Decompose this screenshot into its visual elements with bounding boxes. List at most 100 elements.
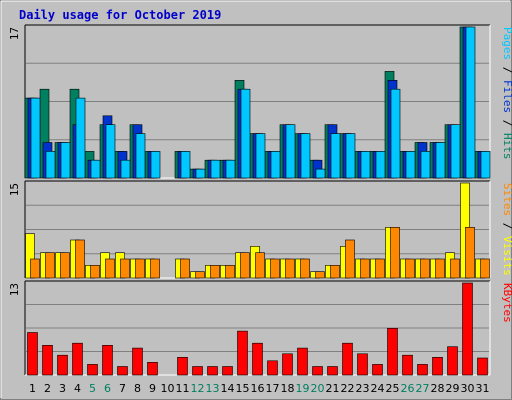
- day-label: 5: [89, 382, 96, 395]
- chart-panels: 17 Pages / Files / Hits 15 Sites / Visits 13…: [8, 24, 512, 376]
- day-label: 8: [134, 382, 141, 395]
- bar-sites-day-16: [255, 252, 265, 279]
- day-label: 22: [341, 382, 355, 395]
- legend-sites: Sites: [501, 183, 512, 216]
- bar-sites-day-8: [135, 258, 145, 279]
- bar-sites-day-29: [450, 258, 460, 279]
- bar-visits-day-1: [25, 233, 35, 279]
- day-label: 25: [386, 382, 400, 395]
- bar-kbytes-day-21: [327, 366, 338, 376]
- bar-pages-day-26: [405, 151, 416, 179]
- bar-sites-day-12: [195, 271, 205, 279]
- bar-sites-day-1: [30, 258, 40, 279]
- series-sites: [30, 227, 490, 279]
- bar-kbytes-day-28: [432, 356, 443, 376]
- legend: Sites / Visits: [501, 183, 512, 276]
- day-label: 24: [371, 382, 385, 395]
- bar-kbytes-day-11: [177, 356, 188, 376]
- bar-kbytes-day-8: [132, 347, 143, 376]
- bar-pages-day-7: [120, 159, 131, 179]
- bar-sites-day-24: [375, 258, 385, 279]
- day-label: 21: [326, 382, 340, 395]
- bar-kbytes-day-17: [267, 360, 278, 376]
- legend-files: Files: [501, 80, 512, 113]
- day-label: 23: [356, 382, 370, 395]
- bar-kbytes-day-19: [297, 347, 308, 376]
- bar-sites-day-31: [480, 258, 490, 279]
- day-label: 9: [149, 382, 156, 395]
- bar-kbytes-day-20: [312, 366, 323, 376]
- bar-sites-day-6: [105, 258, 115, 279]
- bar-pages-day-1: [30, 97, 41, 179]
- day-label: 12: [191, 382, 205, 395]
- bar-pages-day-24: [375, 151, 386, 179]
- bar-sites-day-5: [90, 264, 100, 279]
- day-label: 28: [431, 382, 445, 395]
- bar-kbytes-day-3: [57, 354, 68, 376]
- legend-pages: Pages: [501, 27, 512, 60]
- bar-sites-day-27: [420, 258, 430, 279]
- bar-sites-day-19: [300, 258, 310, 279]
- legend: Pages / Files / Hits: [501, 27, 512, 160]
- bar-kbytes-day-7: [117, 366, 128, 376]
- bar-pages-day-6: [105, 124, 116, 179]
- day-label: 1: [29, 382, 36, 395]
- bar-kbytes-day-13: [207, 366, 218, 376]
- legend-separator: /: [501, 60, 512, 80]
- bar-pages-day-20: [315, 168, 326, 179]
- y-max-label: 13: [8, 283, 21, 296]
- bar-kbytes-day-2: [42, 344, 53, 376]
- bar-pages-day-23: [360, 151, 371, 179]
- series-kbytes: [27, 282, 488, 376]
- bar-sites-day-4: [75, 239, 85, 279]
- day-label: 17: [266, 382, 280, 395]
- bar-pages-day-21: [330, 133, 341, 179]
- bar-pages-day-2: [45, 151, 56, 179]
- day-label: 2: [44, 382, 51, 395]
- bar-sites-day-18: [285, 258, 295, 279]
- bar-sites-day-17: [270, 258, 280, 279]
- bar-pages-day-18: [285, 124, 296, 179]
- bar-kbytes-day-27: [417, 364, 428, 376]
- bar-sites-day-22: [345, 239, 355, 279]
- day-label: 29: [446, 382, 460, 395]
- bar-sites-day-30: [465, 227, 475, 279]
- bar-sites-day-20: [315, 271, 325, 279]
- bar-kbytes-day-5: [87, 364, 98, 376]
- bar-pages-day-4: [75, 97, 86, 179]
- bar-sites-day-21: [330, 264, 340, 279]
- legend-separator: /: [501, 216, 512, 236]
- bar-kbytes-day-24: [372, 364, 383, 376]
- bar-pages-day-3: [60, 142, 71, 179]
- chart-title: Daily usage for October 2019: [19, 8, 221, 22]
- bar-kbytes-day-12: [192, 366, 203, 376]
- day-label: 30: [461, 382, 475, 395]
- day-label: 20: [311, 382, 325, 395]
- panel-hits-files-pages: 17 Pages / Files / Hits: [8, 24, 512, 179]
- bar-sites-day-11: [180, 258, 190, 279]
- bar-kbytes-day-29: [447, 346, 458, 376]
- bar-pages-day-30: [465, 26, 476, 179]
- bar-pages-day-25: [390, 88, 401, 179]
- legend-hits: Hits: [501, 133, 512, 160]
- day-label: 15: [236, 382, 250, 395]
- day-label: 10: [161, 382, 175, 395]
- bar-sites-day-28: [435, 258, 445, 279]
- day-label: 6: [104, 382, 111, 395]
- bar-kbytes-day-22: [342, 342, 353, 376]
- bar-kbytes-day-15: [237, 330, 248, 376]
- day-label: 3: [59, 382, 66, 395]
- day-label: 31: [476, 382, 490, 395]
- y-max-label: 15: [8, 183, 21, 196]
- bar-kbytes-day-4: [72, 342, 83, 376]
- bar-sites-day-14: [225, 264, 235, 279]
- bar-sites-day-13: [210, 264, 220, 279]
- bar-pages-day-15: [240, 88, 251, 179]
- bar-kbytes-day-1: [27, 332, 38, 376]
- bar-pages-day-28: [435, 142, 446, 179]
- bar-pages-day-22: [345, 133, 356, 179]
- bar-pages-day-29: [450, 124, 461, 179]
- panel-visits-sites: 15 Sites / Visits: [8, 180, 512, 279]
